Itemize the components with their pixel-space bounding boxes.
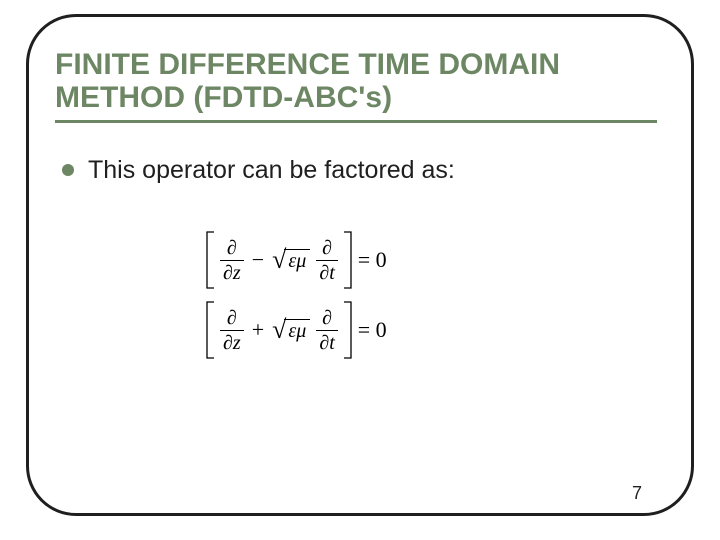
- frac-den: ∂z: [220, 333, 244, 353]
- right-bracket-icon: [342, 301, 354, 359]
- frac-num: ∂: [319, 238, 335, 258]
- body: This operator can be factored as:: [62, 156, 652, 185]
- fraction-dt: ∂ ∂t: [316, 238, 337, 283]
- slide: FINITE DIFFERENCE TIME DOMAIN METHOD (FD…: [0, 0, 720, 540]
- title-block: FINITE DIFFERENCE TIME DOMAIN METHOD (FD…: [55, 48, 665, 123]
- equation-1-core: ∂ ∂z − √ εμ ∂ ∂t: [216, 238, 342, 283]
- den-prefix: ∂: [223, 262, 233, 284]
- den-prefix: ∂: [319, 332, 329, 354]
- frac-bar: [220, 330, 244, 331]
- radicand: εμ: [284, 319, 310, 345]
- bullet-row: This operator can be factored as:: [62, 156, 652, 185]
- frac-bar: [316, 330, 337, 331]
- plus-op: +: [250, 317, 266, 343]
- bullet-text: This operator can be factored as:: [88, 156, 455, 185]
- radicand: εμ: [284, 249, 310, 275]
- bullet-dot-icon: [62, 164, 74, 176]
- den-var: z: [233, 262, 241, 284]
- left-bracket-icon: [204, 231, 216, 289]
- left-bracket-icon: [204, 301, 216, 359]
- frac-num: ∂: [224, 238, 240, 258]
- den-prefix: ∂: [319, 262, 329, 284]
- frac-num: ∂: [319, 308, 335, 328]
- equals-zero: = 0: [358, 247, 387, 273]
- den-var: z: [233, 332, 241, 354]
- frac-den: ∂t: [316, 333, 337, 353]
- equation-1: ∂ ∂z − √ εμ ∂ ∂t: [204, 232, 524, 288]
- den-var: t: [329, 332, 335, 354]
- right-bracket-icon: [342, 231, 354, 289]
- equals-zero: = 0: [358, 317, 387, 343]
- title-underline: [55, 120, 657, 123]
- fraction-dt: ∂ ∂t: [316, 308, 337, 353]
- page-title: FINITE DIFFERENCE TIME DOMAIN METHOD (FD…: [55, 48, 665, 114]
- den-var: t: [329, 262, 335, 284]
- sqrt-term: √ εμ: [272, 316, 310, 345]
- minus-op: −: [250, 247, 266, 273]
- frac-bar: [220, 260, 244, 261]
- page-number: 7: [632, 483, 642, 504]
- fraction-dz: ∂ ∂z: [220, 238, 244, 283]
- frac-num: ∂: [224, 308, 240, 328]
- frac-den: ∂t: [316, 263, 337, 283]
- equation-2: ∂ ∂z + √ εμ ∂ ∂t: [204, 302, 524, 358]
- den-prefix: ∂: [223, 332, 233, 354]
- equations-block: ∂ ∂z − √ εμ ∂ ∂t: [204, 232, 524, 372]
- fraction-dz: ∂ ∂z: [220, 308, 244, 353]
- frac-den: ∂z: [220, 263, 244, 283]
- frac-bar: [316, 260, 337, 261]
- sqrt-term: √ εμ: [272, 246, 310, 275]
- equation-2-core: ∂ ∂z + √ εμ ∂ ∂t: [216, 308, 342, 353]
